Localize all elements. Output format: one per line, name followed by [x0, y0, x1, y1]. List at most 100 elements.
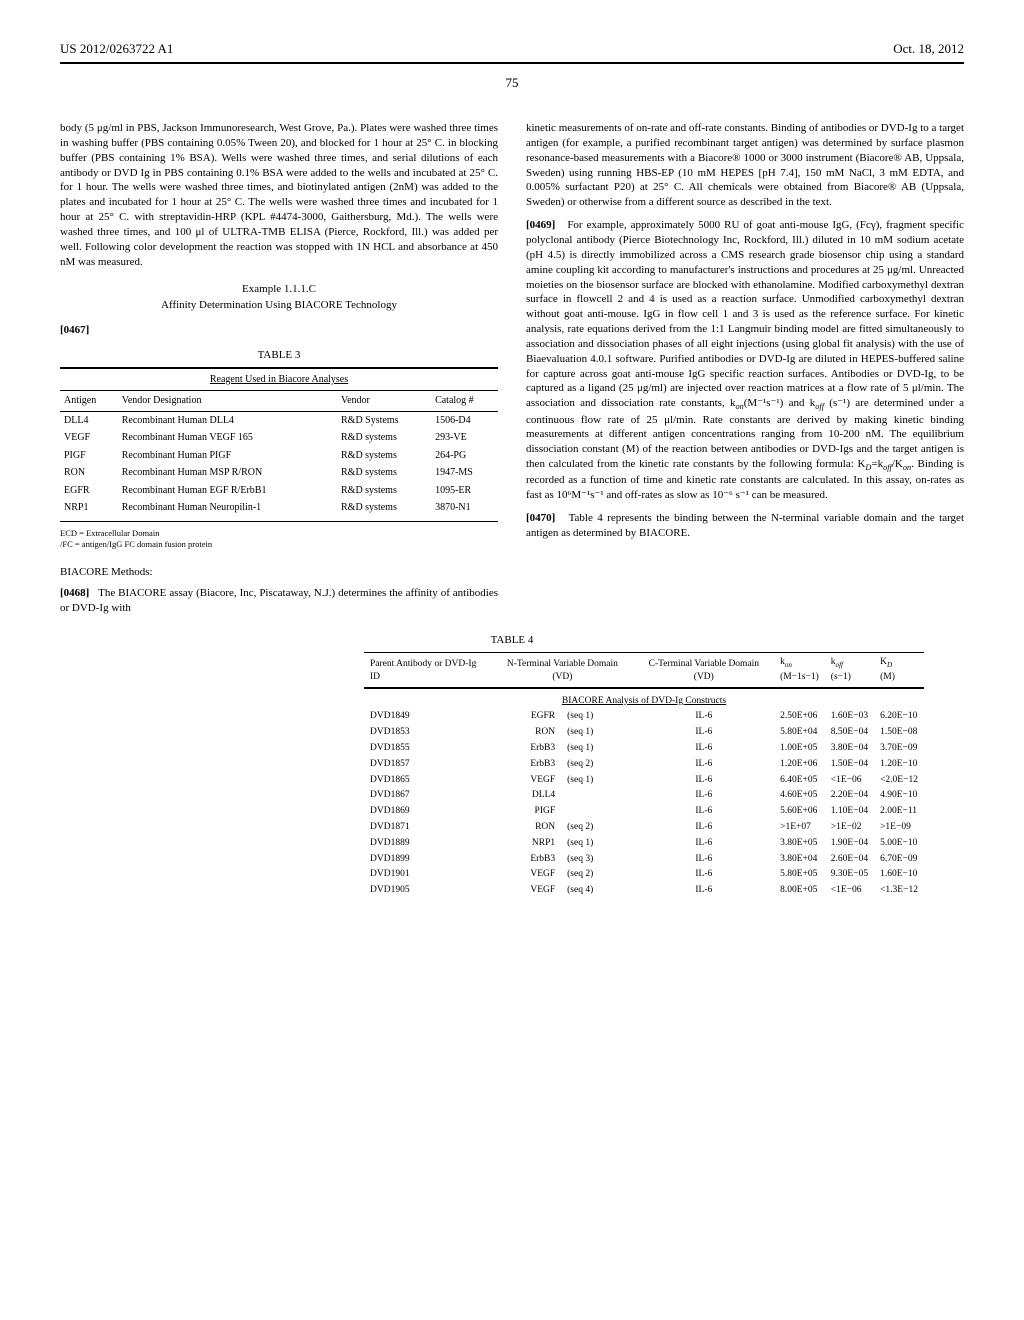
table-row: DVD1871RON(seq 2)IL-6>1E+07>1E−02>1E−09 — [364, 820, 924, 836]
body-paragraph-continuation: body (5 μg/ml in PBS, Jackson Immunorese… — [60, 121, 498, 269]
table-cell: R&D systems — [337, 447, 431, 465]
table-cell: 1.10E−04 — [825, 804, 874, 820]
table4-container: TABLE 4 BIACORE Analysis of DVD-Ig Const… — [60, 633, 964, 898]
table-cell: 1.00E+05 — [774, 740, 825, 756]
table-cell: DVD1901 — [364, 867, 491, 883]
table-cell: Recombinant Human DLL4 — [118, 411, 337, 429]
table-cell: R&D systems — [337, 429, 431, 447]
table4-title: BIACORE Analysis of DVD-Ig Constructs — [364, 688, 924, 709]
para-num-0468: [0468] — [60, 587, 89, 599]
table-row: DVD1855ErbB3(seq 1)IL-61.00E+053.80E−043… — [364, 740, 924, 756]
table-cell: (seq 1) — [561, 725, 633, 741]
table-row: DVD1865VEGF(seq 1)IL-66.40E+05<1E−06<2.0… — [364, 772, 924, 788]
example-title: Affinity Determination Using BIACORE Tec… — [60, 298, 498, 313]
table-cell: DVD1869 — [364, 804, 491, 820]
th-sub: on — [785, 661, 792, 669]
biacore-methods-heading: BIACORE Methods: — [60, 565, 498, 580]
th-text: C-Terminal Variable Domain (VD) — [649, 659, 760, 682]
para-0469-e: =k — [871, 458, 883, 470]
th-unit: (M−1s−1) — [780, 672, 819, 682]
table-cell: IL-6 — [634, 709, 775, 725]
table-cell: 6.20E−10 — [874, 709, 924, 725]
table-cell: ErbB3 — [491, 756, 561, 772]
table-cell: DLL4 — [60, 411, 118, 429]
paragraph-continuation: kinetic measurements of on-rate and off-… — [526, 121, 964, 210]
publication-number: US 2012/0263722 A1 — [60, 40, 173, 58]
table-cell: 3.80E+05 — [774, 835, 825, 851]
table-cell: PIGF — [60, 447, 118, 465]
table-cell: 1.60E−03 — [825, 709, 874, 725]
table-row: DVD1869PIGFIL-65.60E+061.10E−042.00E−11 — [364, 804, 924, 820]
paragraph-0468: [0468] The BIACORE assay (Biacore, Inc, … — [60, 586, 498, 616]
table-row: DVD1849EGFR(seq 1)IL-62.50E+061.60E−036.… — [364, 709, 924, 725]
table-cell: RON — [60, 464, 118, 482]
table-cell: IL-6 — [634, 835, 775, 851]
table-cell: IL-6 — [634, 725, 775, 741]
table-cell: >1E−09 — [874, 820, 924, 836]
table-row: DLL4Recombinant Human DLL4R&D Systems150… — [60, 411, 498, 429]
table-cell: Recombinant Human MSP R/RON — [118, 464, 337, 482]
table-cell: 1.50E−04 — [825, 756, 874, 772]
table-cell: DVD1867 — [364, 788, 491, 804]
table-row: NRP1Recombinant Human Neuropilin-1R&D sy… — [60, 499, 498, 521]
table-cell: 293-VE — [431, 429, 498, 447]
table3-header: Vendor Designation — [118, 391, 337, 412]
table-cell: 1.20E+06 — [774, 756, 825, 772]
table-cell: DLL4 — [491, 788, 561, 804]
table-cell — [561, 788, 633, 804]
table-cell: IL-6 — [634, 756, 775, 772]
para-0469-a: For example, approximately 5000 RU of go… — [526, 219, 964, 409]
table-cell: (seq 4) — [561, 883, 633, 899]
th-sub: off — [836, 661, 844, 669]
table4-header-cterm: C-Terminal Variable Domain (VD) — [634, 653, 775, 688]
table4-header-id: Parent Antibody or DVD-Ig ID — [364, 653, 491, 688]
table-cell: (seq 2) — [561, 756, 633, 772]
table3: Reagent Used in Biacore Analyses Antigen… — [60, 367, 498, 522]
table3-title: Reagent Used in Biacore Analyses — [60, 373, 498, 387]
table-cell: IL-6 — [634, 804, 775, 820]
th-text: N-Terminal Variable Domain (VD) — [507, 659, 618, 682]
table-cell: <1E−06 — [825, 772, 874, 788]
table-row: EGFRRecombinant Human EGF R/ErbB1R&D sys… — [60, 482, 498, 500]
table-cell: 3.80E−04 — [825, 740, 874, 756]
table-row: DVD1857ErbB3(seq 2)IL-61.20E+061.50E−041… — [364, 756, 924, 772]
table-cell: IL-6 — [634, 851, 775, 867]
table-cell: ErbB3 — [491, 740, 561, 756]
para-num-0467: [0467] — [60, 324, 89, 336]
table-cell: (seq 1) — [561, 772, 633, 788]
sub-on: on — [735, 402, 743, 411]
table-cell: 2.50E+06 — [774, 709, 825, 725]
table-cell: Recombinant Human VEGF 165 — [118, 429, 337, 447]
table-cell: RON — [491, 725, 561, 741]
table-cell: 5.60E+06 — [774, 804, 825, 820]
table-cell: VEGF — [60, 429, 118, 447]
table-cell: 3.70E−09 — [874, 740, 924, 756]
table-row: DVD1889NRP1(seq 1)IL-63.80E+051.90E−045.… — [364, 835, 924, 851]
table-cell: VEGF — [491, 772, 561, 788]
th-sub: D — [887, 661, 892, 669]
table-cell: 2.00E−11 — [874, 804, 924, 820]
table-cell: 6.70E−09 — [874, 851, 924, 867]
table-cell: NRP1 — [491, 835, 561, 851]
table-cell: 9.30E−05 — [825, 867, 874, 883]
table-cell: 5.00E−10 — [874, 835, 924, 851]
th-unit: (s−1) — [831, 672, 851, 682]
table-cell: <2.0E−12 — [874, 772, 924, 788]
table3-body: Antigen Vendor Designation Vendor Catalo… — [60, 390, 498, 521]
sub-off: off — [815, 402, 824, 411]
table-cell: 2.60E−04 — [825, 851, 874, 867]
table-cell: EGFR — [60, 482, 118, 500]
table4-header-nterm: N-Terminal Variable Domain (VD) — [491, 653, 633, 688]
para-num-0469: [0469] — [526, 219, 555, 231]
table-cell: IL-6 — [634, 867, 775, 883]
table3-header: Vendor — [337, 391, 431, 412]
table-cell: 3870-N1 — [431, 499, 498, 521]
table-cell: R&D systems — [337, 499, 431, 521]
sub-on2: on — [903, 463, 911, 472]
para-0468-text: The BIACORE assay (Biacore, Inc, Piscata… — [60, 587, 498, 614]
table-cell: 1.90E−04 — [825, 835, 874, 851]
page-header: US 2012/0263722 A1 Oct. 18, 2012 — [60, 40, 964, 64]
table-cell: Recombinant Human EGF R/ErbB1 — [118, 482, 337, 500]
table-cell: 1.20E−10 — [874, 756, 924, 772]
table-cell: 1.60E−10 — [874, 867, 924, 883]
